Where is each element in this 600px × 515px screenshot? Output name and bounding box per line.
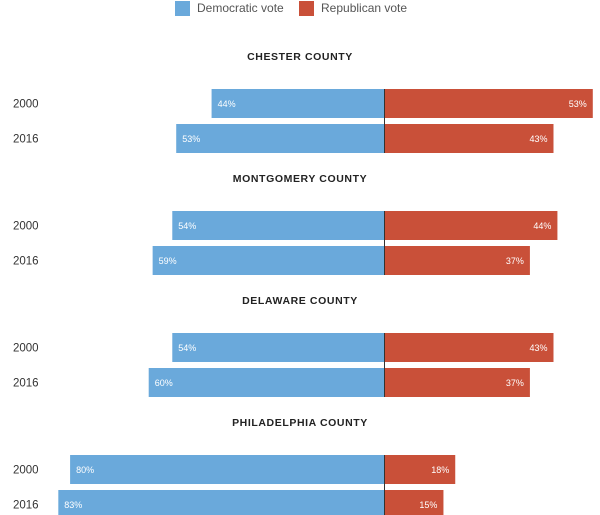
legend-label-republican: Republican vote [321,1,408,15]
panel-title: DELAWARE COUNTY [242,295,358,307]
republican-bar-label: 43% [529,134,547,144]
democratic-bar-label: 60% [155,378,173,388]
republican-bar-label: 37% [506,378,524,388]
democratic-bar-label: 80% [76,465,94,475]
republican-bar [384,490,444,515]
panel-title: MONTGOMERY COUNTY [233,173,367,185]
legend: Democratic vote Republican vote [0,0,600,16]
republican-bar [384,211,558,240]
year-label: 2000 [13,99,39,111]
republican-bar [384,455,456,484]
legend-swatch-republican [299,0,314,16]
republican-bar [384,89,593,118]
legend-item-democratic: Democratic vote [175,0,284,16]
legend-label-democratic: Democratic vote [197,1,284,15]
republican-bar-label: 44% [533,221,551,231]
democratic-bar-label: 54% [178,221,196,231]
republican-bar-label: 43% [529,343,547,353]
republican-bar [384,368,530,397]
democratic-bar [148,368,385,397]
county-panel: CHESTER COUNTY 2000 44% 53% 2016 53% 43% [13,51,593,153]
year-label: 2000 [13,221,39,233]
republican-bar-label: 15% [419,500,437,510]
democratic-bar-label: 83% [64,500,82,510]
democratic-bar-label: 54% [178,343,196,353]
republican-bar [384,246,530,275]
democratic-bar [152,246,385,275]
county-panel: PHILADELPHIA COUNTY 2000 80% 18% 2016 83% 15% [13,417,456,515]
democratic-bar [70,455,385,484]
panel-title: PHILADELPHIA COUNTY [232,417,368,429]
republican-bar-label: 53% [569,99,587,109]
year-label: 2000 [13,465,39,477]
year-label: 2016 [13,378,39,390]
republican-bar [384,124,554,153]
democratic-bar [211,89,385,118]
county-panel: MONTGOMERY COUNTY 2000 54% 44% 2016 59% 37% [13,173,558,275]
year-label: 2016 [13,500,39,512]
panel-title: CHESTER COUNTY [247,51,353,63]
democratic-bar [58,490,385,515]
republican-bar-label: 18% [431,465,449,475]
democratic-bar [172,211,385,240]
democratic-bar [172,333,385,362]
republican-bar [384,333,554,362]
year-label: 2016 [13,256,39,268]
democratic-bar-label: 59% [159,256,177,266]
year-label: 2016 [13,134,39,146]
democratic-bar [176,124,385,153]
republican-bar-label: 37% [506,256,524,266]
legend-swatch-democratic [175,0,190,16]
year-label: 2000 [13,343,39,355]
democratic-bar-label: 44% [218,99,236,109]
legend-item-republican: Republican vote [299,0,407,16]
county-panel: DELAWARE COUNTY 2000 54% 43% 2016 60% 37% [13,295,554,397]
democratic-bar-label: 53% [182,134,200,144]
